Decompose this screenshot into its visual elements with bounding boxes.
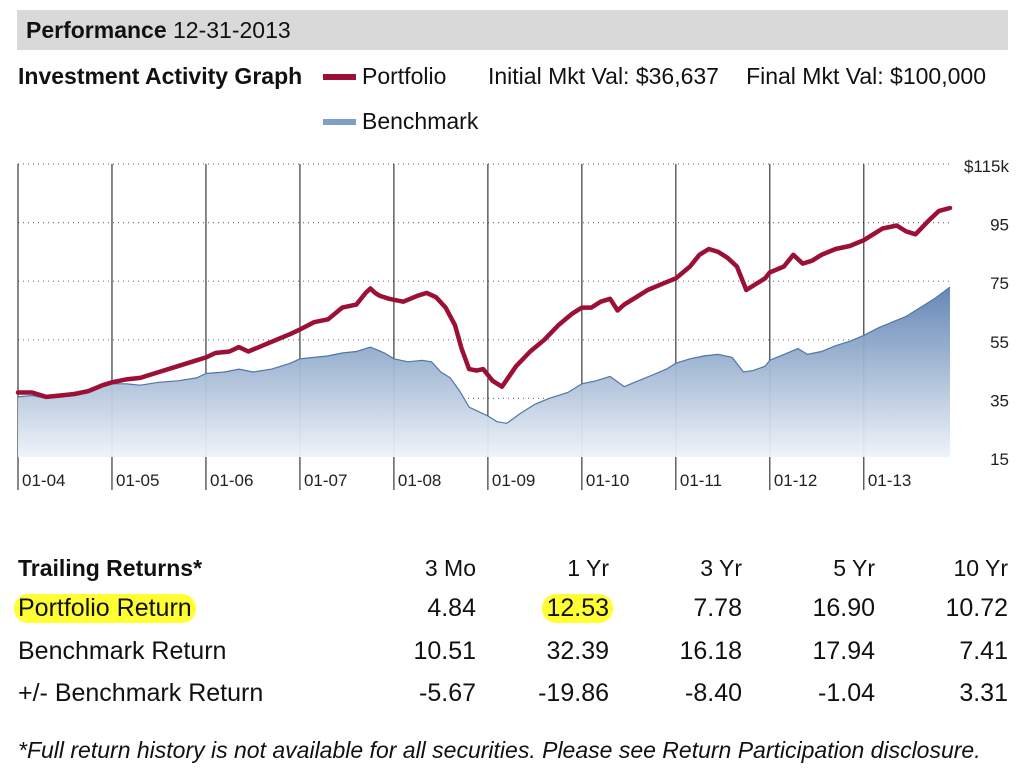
footnote: *Full return history is not available fo… [18, 737, 981, 763]
diff-return-1yr: -19.86 [538, 679, 609, 707]
graph-title: Investment Activity Graph [18, 63, 303, 89]
portfolio-return-label: Portfolio Return [14, 594, 196, 623]
investment-activity-chart: $115k 95 75 55 35 15 01-04 01-05 01-06 01-07 01-08… [15, 157, 1010, 490]
trailing-returns-title: Trailing Returns* [18, 555, 203, 581]
y-tick-label: 15 [990, 450, 1009, 469]
x-tick-label: 01-05 [116, 471, 159, 490]
y-tick-label: 55 [990, 333, 1009, 352]
final-mkt-val: Final Mkt Val: $100,000 [746, 63, 986, 89]
benchmark-return-row: Benchmark Return 10.51 32.39 16.18 17.94… [18, 637, 1008, 677]
col-header-3yr: 3 Yr [700, 555, 742, 581]
portfolio-return-3mo: 4.84 [427, 594, 476, 622]
x-tick-label: 01-11 [680, 471, 722, 490]
portfolio-return-10yr: 10.72 [945, 594, 1008, 622]
benchmark-return-label: Benchmark Return [18, 637, 227, 665]
portfolio-return-row: Portfolio Return 4.84 12.53 7.78 16.90 1… [14, 594, 1008, 634]
legend-portfolio-swatch [323, 73, 356, 80]
col-header-5yr: 5 Yr [833, 555, 875, 581]
benchmark-return-3mo: 10.51 [413, 637, 476, 665]
performance-title: Performance [26, 17, 167, 43]
x-tick-label: 01-08 [398, 471, 441, 490]
portfolio-return-3yr: 7.78 [693, 594, 742, 622]
col-header-3mo: 3 Mo [424, 555, 476, 581]
performance-date: 12-31-2013 [173, 17, 291, 43]
benchmark-return-10yr: 7.41 [959, 637, 1008, 665]
benchmark-area [18, 287, 950, 457]
legend-benchmark-label: Benchmark [362, 108, 479, 134]
diff-return-3yr: -8.40 [685, 679, 742, 707]
x-tick-label: 01-06 [210, 471, 253, 490]
portfolio-return-5yr: 16.90 [812, 594, 875, 622]
col-header-10yr: 10 Yr [953, 555, 1008, 581]
x-tick-label: 01-12 [774, 471, 817, 490]
diff-return-10yr: 3.31 [959, 679, 1008, 707]
initial-mkt-val: Initial Mkt Val: $36,637 [488, 63, 719, 89]
y-tick-label: 35 [990, 391, 1009, 410]
x-tick-label: 01-09 [492, 471, 535, 490]
legend-benchmark-swatch [323, 118, 356, 125]
x-tick-label: 01-07 [304, 471, 347, 490]
portfolio-line [15, 205, 953, 400]
trailing-returns-header: Trailing Returns* 3 Mo 1 Yr 3 Yr 5 Yr 10… [18, 555, 1008, 595]
benchmark-return-5yr: 17.94 [812, 637, 875, 665]
y-tick-label: $115k [964, 157, 1010, 176]
diff-return-3mo: -5.67 [419, 679, 476, 707]
x-tick-label: 01-04 [22, 471, 65, 490]
y-tick-label: 95 [990, 216, 1009, 235]
benchmark-line [17, 286, 951, 424]
diff-return-label: +/- Benchmark Return [18, 679, 264, 707]
legend-benchmark: Benchmark [323, 108, 478, 135]
portfolio-return-1yr: 12.53 [542, 594, 613, 623]
benchmark-return-3yr: 16.18 [679, 637, 742, 665]
diff-return-5yr: -1.04 [818, 679, 875, 707]
y-tick-label: 75 [990, 274, 1009, 293]
diff-return-row: +/- Benchmark Return -5.67 -19.86 -8.40 … [18, 679, 1008, 719]
benchmark-return-1yr: 32.39 [546, 637, 609, 665]
performance-header: Performance 12-31-2013 [17, 10, 1008, 50]
legend-portfolio-label: Portfolio [362, 63, 447, 89]
x-tick-label: 01-13 [868, 471, 911, 490]
x-tick-label: 01-10 [586, 471, 629, 490]
col-header-1yr: 1 Yr [567, 555, 609, 581]
legend-portfolio: Portfolio [323, 63, 446, 90]
